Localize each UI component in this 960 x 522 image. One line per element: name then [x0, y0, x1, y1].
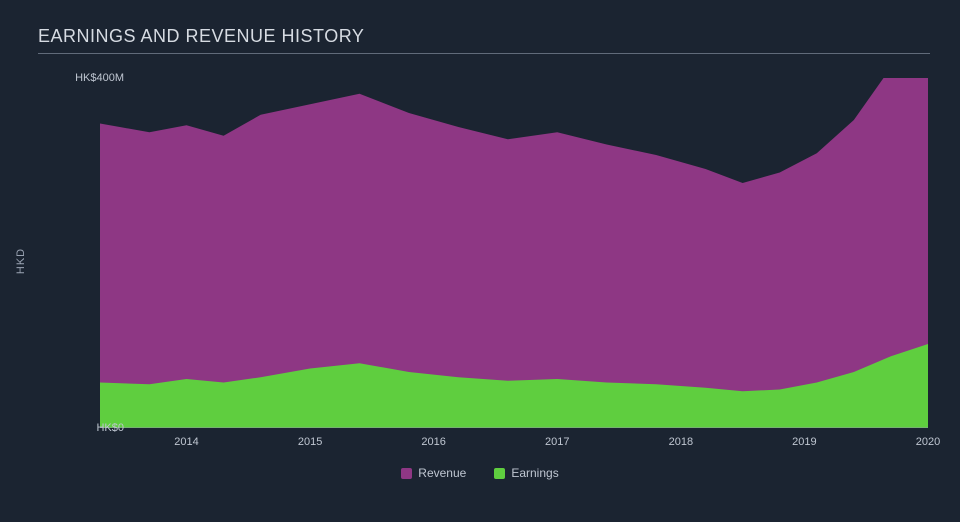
x-tick-label: 2015 [298, 436, 322, 448]
x-tick-label: 2020 [916, 436, 940, 448]
plot-area [100, 78, 928, 428]
area-revenue [100, 78, 928, 428]
legend-label-revenue: Revenue [418, 466, 466, 480]
x-tick-label: 2016 [421, 436, 445, 448]
legend-label-earnings: Earnings [511, 466, 558, 480]
y-tick-label: HK$0 [96, 422, 124, 434]
chart-title-wrap: EARNINGS AND REVENUE HISTORY [38, 26, 930, 54]
x-tick-label: 2017 [545, 436, 569, 448]
legend-swatch-earnings [494, 468, 505, 479]
x-tick-label: 2019 [792, 436, 816, 448]
legend-item-revenue: Revenue [401, 466, 466, 480]
legend-item-earnings: Earnings [494, 466, 558, 480]
earnings-revenue-chart: EARNINGS AND REVENUE HISTORY HKD HK$0 HK$… [0, 0, 960, 522]
x-tick-label: 2014 [174, 436, 198, 448]
x-tick-label: 2018 [669, 436, 693, 448]
area-svg [100, 78, 928, 428]
legend-swatch-revenue [401, 468, 412, 479]
y-axis-label: HKD [15, 248, 27, 274]
y-tick-label: HK$400M [75, 72, 124, 84]
legend: Revenue Earnings [0, 466, 960, 480]
chart-title: EARNINGS AND REVENUE HISTORY [38, 26, 930, 54]
